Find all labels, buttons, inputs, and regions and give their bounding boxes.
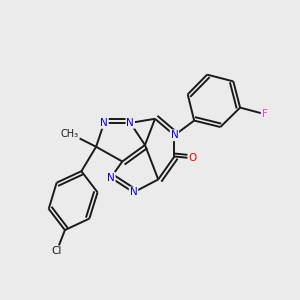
Text: N: N [100,118,108,128]
Text: Cl: Cl [52,246,62,256]
Text: O: O [188,153,196,163]
Text: N: N [130,188,137,197]
Text: F: F [262,109,268,119]
Text: N: N [107,173,115,183]
Text: N: N [126,118,134,128]
Text: N: N [171,130,178,140]
Text: CH₃: CH₃ [61,128,79,139]
